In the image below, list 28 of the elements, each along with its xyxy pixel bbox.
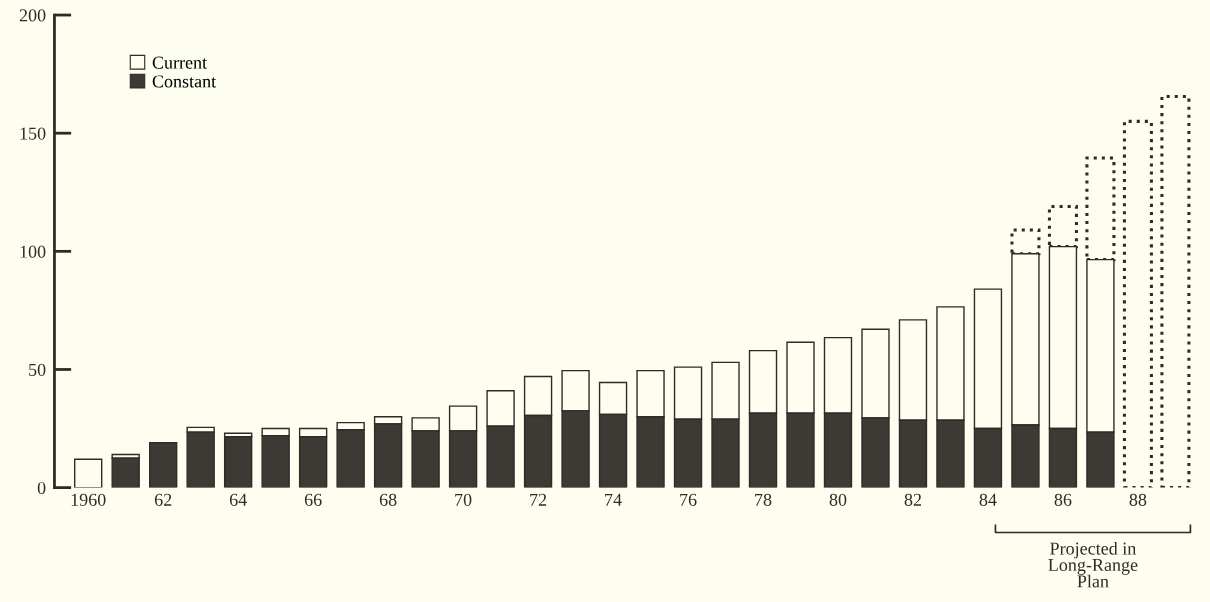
legend-label: Constant — [152, 75, 217, 88]
x-tick-label: 84 — [979, 493, 997, 506]
bar — [73, 458, 103, 488]
x-tick-label: 80 — [829, 493, 847, 506]
x-tick-label: 86 — [1054, 493, 1072, 506]
y-tick-label: 200 — [19, 9, 46, 22]
x-tick-label: 64 — [229, 493, 247, 506]
y-tick-label: 50 — [29, 363, 46, 376]
x-tick-label: 66 — [304, 493, 322, 506]
x-tick-label: 70 — [455, 493, 472, 506]
legend-label: Current — [152, 56, 207, 69]
x-tick-label: 72 — [530, 493, 547, 506]
x-tick-label: 88 — [1129, 493, 1147, 506]
bar — [111, 457, 140, 488]
x-tick-label: 68 — [379, 493, 397, 506]
x-tick-label: 82 — [904, 493, 922, 506]
x-tick-label: 74 — [605, 493, 622, 506]
y-tick-label: 0 — [37, 481, 46, 495]
text: Projected in Long-Range Plan — [1048, 541, 1138, 588]
bar — [223, 436, 253, 488]
y-tick-label: 100 — [20, 245, 46, 258]
x-tick-label: 62 — [154, 493, 172, 506]
bar — [186, 431, 215, 488]
bar — [148, 442, 178, 488]
x-tick-label: 1960 — [71, 493, 106, 506]
x-tick-label: 78 — [755, 493, 772, 506]
y-tick-label: 150 — [20, 127, 46, 140]
x-tick-label: 76 — [680, 493, 697, 506]
